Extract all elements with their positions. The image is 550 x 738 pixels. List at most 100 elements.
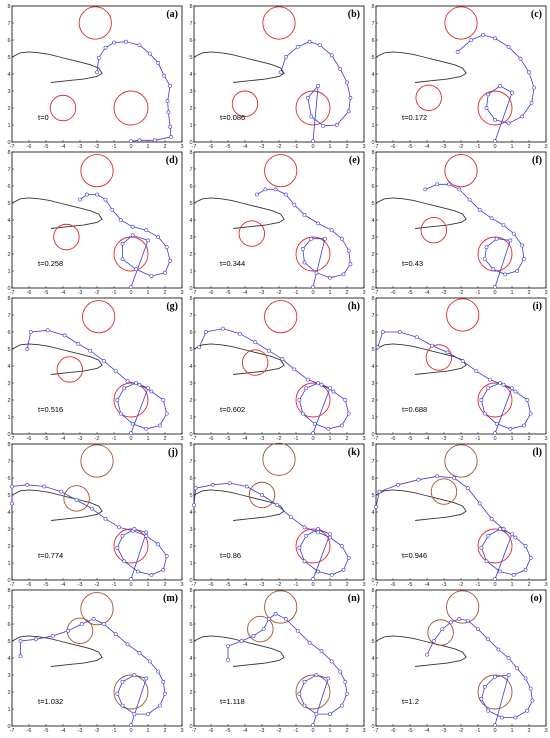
chain-joint [314, 270, 319, 275]
obstacle-circle [82, 300, 116, 334]
y-tick-label: 5 [371, 347, 374, 353]
chain-joint [510, 386, 514, 391]
panel-f: -7 -6 -5 -4 -3 -2 -1 0 1 2 3 0 1 2 3 4 5 6 7 8 (f) t=0.43 [370, 150, 548, 296]
y-tick-label: 8 [371, 296, 374, 302]
chain-joint [137, 43, 142, 48]
chain-joint [253, 340, 258, 345]
obstacle-circle [446, 590, 480, 624]
x-tick-label: 0 [311, 436, 314, 442]
chain-joint [306, 377, 310, 382]
chain-joint [316, 221, 321, 226]
chain-joint [147, 659, 152, 664]
y-tick-label: 2 [189, 398, 192, 404]
x-tick-label: -7 [374, 144, 379, 150]
y-tick-label: 2 [7, 398, 10, 404]
chain-joint [339, 703, 344, 708]
chain-joint [469, 38, 474, 42]
panel-l: -7 -6 -5 -4 -3 -2 -1 0 1 2 3 0 1 2 3 4 5 6 7 8 (l) t=0.946 [370, 442, 548, 588]
chain-joint [326, 676, 331, 681]
x-tick-label: 2 [163, 436, 166, 442]
x-tick-label: 3 [544, 436, 547, 442]
y-tick-label: 2 [371, 252, 374, 258]
x-tick-label: -6 [391, 144, 396, 150]
chain-joint [316, 381, 321, 385]
y-tick-label: 0 [7, 432, 10, 438]
x-tick-label: -5 [226, 582, 231, 588]
x-tick-label: 0 [311, 582, 314, 588]
chain-joint [488, 377, 492, 382]
chain-joint [91, 616, 96, 621]
chain-joint [18, 639, 23, 643]
y-tick-label: 3 [371, 381, 374, 387]
y-tick-label: 6 [189, 38, 192, 44]
x-tick-label: -7 [374, 290, 379, 296]
panel-svg: -7 -6 -5 -4 -3 -2 -1 0 1 2 3 0 1 2 3 4 5 6 7 8 (l) t=0.946 [371, 442, 547, 588]
x-tick-label: -1 [476, 144, 481, 150]
chain-joint [129, 285, 133, 290]
chain-joint [343, 679, 348, 684]
panel-svg: -7 -6 -5 -4 -3 -2 -1 0 1 2 3 0 1 2 3 4 5 6 7 8 (d) t=0.258 [7, 150, 183, 296]
chain-joint [137, 138, 142, 143]
y-tick-label: 4 [7, 72, 10, 78]
y-tick-label: 1 [7, 123, 10, 129]
x-tick-label: 2 [345, 436, 348, 442]
chain-joint [527, 70, 531, 75]
chain-joint [292, 367, 297, 372]
chain-joint [120, 241, 125, 246]
y-tick-label: 7 [371, 167, 374, 173]
x-tick-label: -6 [391, 728, 396, 734]
chain-joint [280, 357, 285, 362]
axes-frame [375, 151, 547, 289]
chain-joint [493, 139, 497, 144]
chain-joint [66, 628, 71, 633]
x-tick-label: -7 [192, 436, 197, 442]
y-tick-label: 8 [371, 588, 374, 594]
chain-joint [491, 267, 496, 272]
panel-a: -7 -6 -5 -4 -3 -2 -1 0 1 2 3 0 1 2 3 4 5 6 7 8 (a) t=0 [6, 4, 184, 150]
chain-joint [334, 123, 339, 127]
obstacle-circle [477, 382, 513, 418]
y-tick-label: 4 [371, 72, 374, 78]
y-tick-label: 4 [189, 218, 192, 224]
panel-label: (c) [531, 9, 542, 20]
chain-joint [494, 421, 499, 426]
y-tick-label: 7 [7, 605, 10, 611]
chain-joint [503, 272, 508, 277]
obstacle-circle [444, 154, 478, 188]
y-tick-label: 1 [371, 707, 374, 713]
chain-joint [339, 423, 344, 428]
chain-joint [168, 124, 173, 129]
y-tick-label: 0 [7, 140, 10, 146]
chain-joint [345, 80, 349, 85]
chain-joint [78, 197, 82, 202]
chain-joint [339, 236, 344, 241]
axes-frame [193, 5, 365, 143]
chain-joint [132, 527, 137, 531]
chain-joint [76, 342, 81, 346]
time-label: t=0.516 [38, 405, 63, 414]
chain-joint [115, 691, 120, 696]
panel-svg: -7 -6 -5 -4 -3 -2 -1 0 1 2 3 0 1 2 3 4 5 6 7 8 (c) t=0.172 [371, 4, 547, 150]
chain-joint [493, 118, 497, 122]
y-tick-label: 5 [371, 493, 374, 499]
x-tick-label: -3 [260, 436, 265, 442]
chain-joint [297, 398, 302, 402]
panel-svg: -7 -6 -5 -4 -3 -2 -1 0 1 2 3 0 1 2 3 4 5 6 7 8 (m) t=1.032 [7, 588, 183, 734]
chain-line [11, 484, 168, 580]
x-tick-label: -5 [44, 582, 49, 588]
target-curve [375, 51, 467, 83]
time-label: t=0.688 [402, 405, 427, 414]
y-tick-label: 6 [371, 330, 374, 336]
y-tick-label: 6 [371, 476, 374, 482]
chain-joint [508, 426, 513, 431]
y-tick-label: 5 [7, 347, 10, 353]
chain-joint [103, 45, 108, 50]
chain-line [280, 41, 351, 142]
chain-joint [496, 647, 501, 652]
y-tick-label: 2 [371, 690, 374, 696]
chain-joint [341, 272, 346, 277]
chain-joint [156, 542, 161, 547]
y-tick-label: 4 [371, 510, 374, 516]
x-tick-label: 2 [527, 436, 530, 442]
chain-joint [396, 482, 401, 487]
